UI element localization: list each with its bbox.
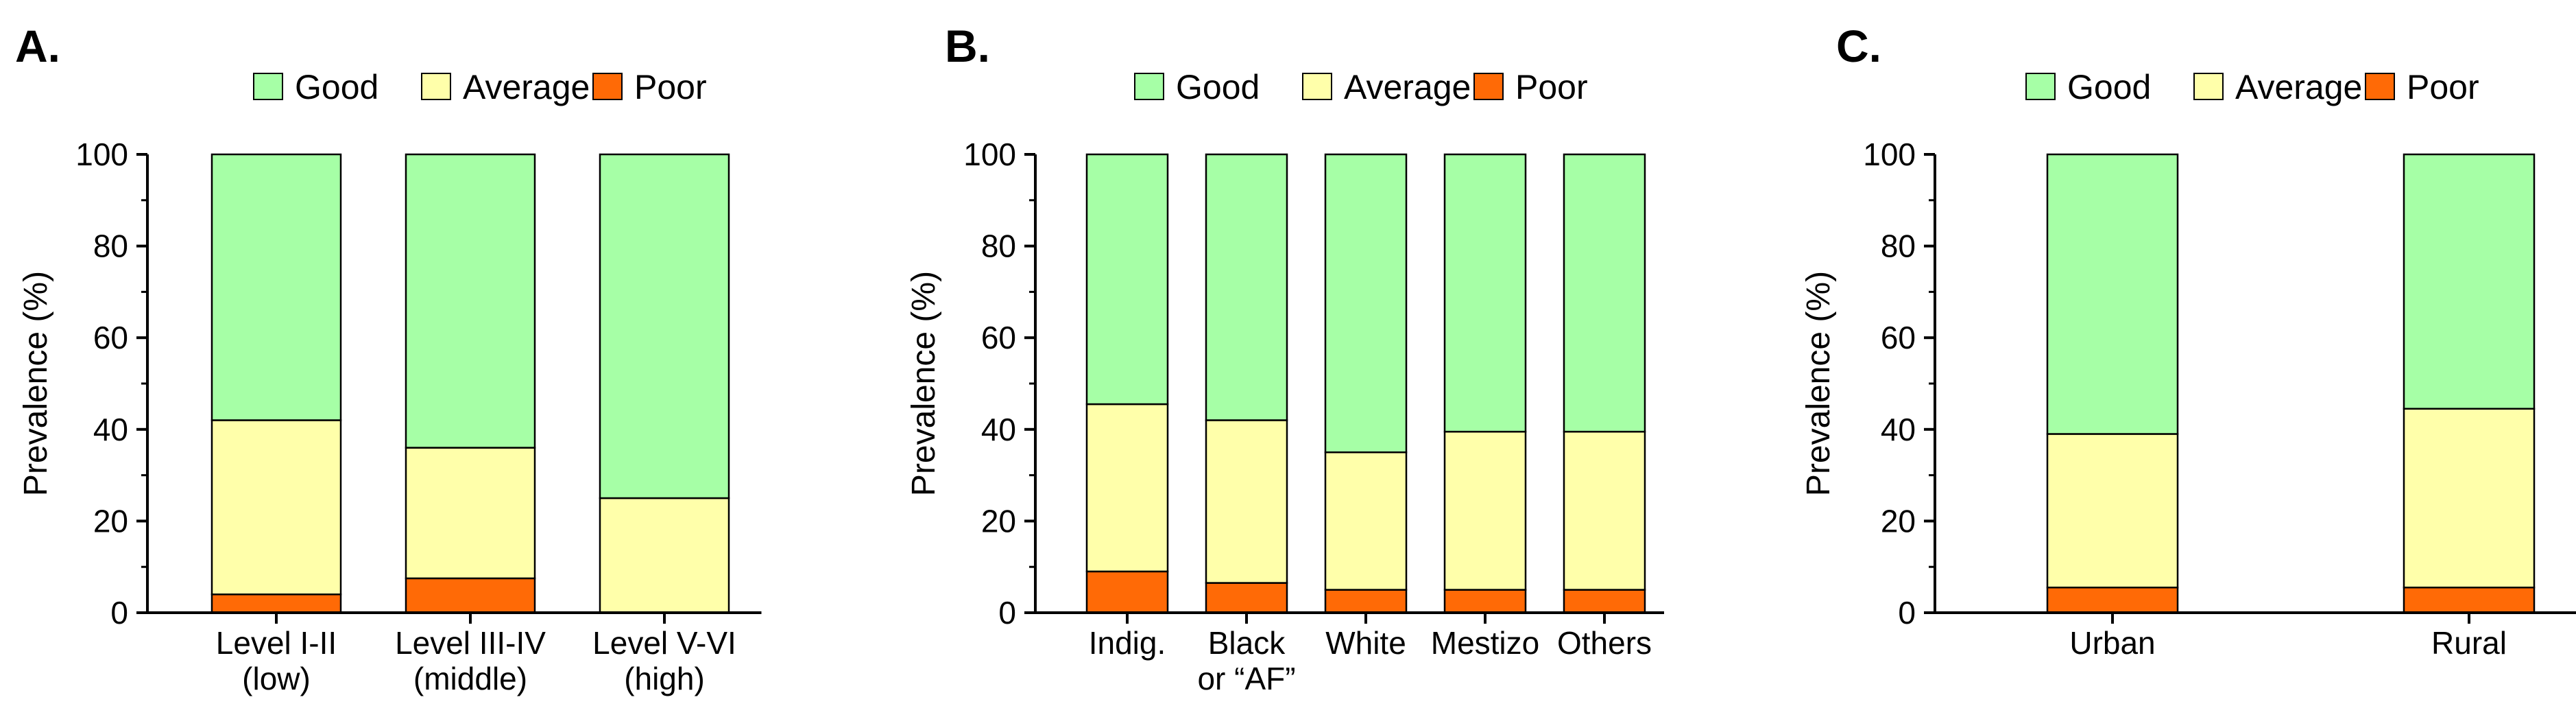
bar-segment-average [1443,430,1527,591]
y-tick-label: 40 [981,412,1016,447]
legend-label-good: Good [2067,68,2151,106]
y-tick-label: 60 [93,320,128,355]
panel-letter: B. [945,21,990,71]
y-axis: 0 20 40 60 80 100 [1863,137,2576,631]
x-axis-labels: Indig. Black or “AF” White Mestizo Others [1089,613,1652,696]
bar-segment-average [1324,451,1408,591]
x-category-label: White [1325,625,1406,661]
x-category-label: Mestizo [1431,625,1539,661]
x-category-label: Urban [2069,625,2155,661]
y-tick-label: 60 [1881,320,1916,355]
bar-segment-good [210,153,342,421]
bar-segment-good [405,153,536,449]
bar-segment-poor [1563,589,1646,614]
bar-segment-average [405,447,536,580]
y-tick-label: 40 [93,412,128,447]
y-tick-label: 20 [981,503,1016,539]
y-tick-label: 40 [1881,412,1916,447]
legend-swatch-good [1134,73,1164,100]
bar-segment-good [1563,153,1646,433]
bar-segment-good [1085,153,1169,405]
legend-swatch-good [2025,73,2056,100]
bar-segment-good [2046,153,2179,435]
legend-swatch-average [2193,73,2224,100]
legend: Good Average Poor [2025,68,2479,106]
y-tick-label: 100 [75,137,128,172]
bar-segment-poor [1085,570,1169,614]
legend-label-poor: Poor [634,68,707,106]
bars [210,153,730,614]
y-tick-label: 0 [998,595,1016,631]
legend-label-poor: Poor [2407,68,2479,106]
legend-swatch-poor [1473,73,1504,100]
bar-segment-good [1443,153,1527,433]
legend-label-average: Average [2235,68,2362,106]
y-axis-title: Prevalence (%) [18,271,54,496]
y-tick-label: 80 [1881,228,1916,264]
panel-a: A. Good Average Poor 0 20 40 60 80 100 Prevalen… [15,21,762,696]
y-tick-label: 100 [963,137,1016,172]
x-category-label: Rural [2431,625,2507,661]
y-axis: 0 20 40 60 80 100 [963,137,1664,631]
x-category-label: Level V-VI (high) [592,625,736,696]
y-tick-label: 80 [93,228,128,264]
bar-segment-poor [210,593,342,614]
y-tick-label: 0 [110,595,128,631]
y-tick-label: 20 [1881,503,1916,539]
bar-segment-poor [2403,587,2536,614]
x-category-label: Level I-II (low) [216,625,337,696]
bar-segment-average [1205,419,1288,584]
y-tick-label: 80 [981,228,1016,264]
legend-label-good: Good [295,68,378,106]
legend-swatch-poor [2365,73,2395,100]
x-category-label: Level III-IV (middle) [395,625,546,696]
legend-swatch-poor [592,73,623,100]
bar-segment-good [1324,153,1408,454]
bar-segment-average [1085,403,1169,573]
x-axis-labels: Urban Rural [2069,613,2507,661]
bar-segment-good [1205,153,1288,421]
legend-label-average: Average [463,68,590,106]
legend-swatch-good [253,73,283,100]
bar-segment-average [2046,433,2179,589]
legend: Good Average Poor [253,68,707,106]
y-tick-label: 20 [93,503,128,539]
panel-letter: A. [15,21,60,71]
bar-segment-poor [1324,589,1408,614]
legend: Good Average Poor [1134,68,1588,106]
y-tick-label: 0 [1898,595,1916,631]
panel-b: B. Good Average Poor 0 20 40 60 80 100 Prevalen… [906,21,1664,696]
bar-segment-poor [1205,582,1288,614]
legend-swatch-average [421,73,451,100]
y-axis-title: Prevalence (%) [1801,271,1837,496]
bars [1085,153,1646,614]
legend-label-poor: Poor [1515,68,1588,106]
y-tick-label: 100 [1863,137,1916,172]
panel-c: C. Good Average Poor 0 20 40 60 80 100 Prevalen… [1801,21,2576,661]
y-axis-title: Prevalence (%) [906,271,942,496]
y-axis: 0 20 40 60 80 100 [75,137,762,631]
bar-segment-average [599,497,730,614]
legend-label-average: Average [1344,68,1471,106]
legend-label-good: Good [1176,68,1260,106]
y-tick-label: 60 [981,320,1016,355]
panel-letter: C. [1836,21,1881,71]
bar-segment-good [599,153,730,499]
x-axis-labels: Level I-II (low) Level III-IV (middle) Level… [216,613,736,696]
bar-segment-average [2403,408,2536,589]
bar-segment-average [1563,430,1646,591]
legend-swatch-average [1302,73,1332,100]
bar-segment-average [210,419,342,596]
bars [2046,153,2536,614]
x-category-label: Black or “AF” [1197,625,1295,696]
bar-segment-poor [1443,589,1527,614]
x-category-label: Others [1557,625,1652,661]
x-category-label: Indig. [1089,625,1166,661]
bar-segment-poor [2046,587,2179,614]
bar-segment-poor [405,577,536,614]
bar-segment-good [2403,153,2536,410]
